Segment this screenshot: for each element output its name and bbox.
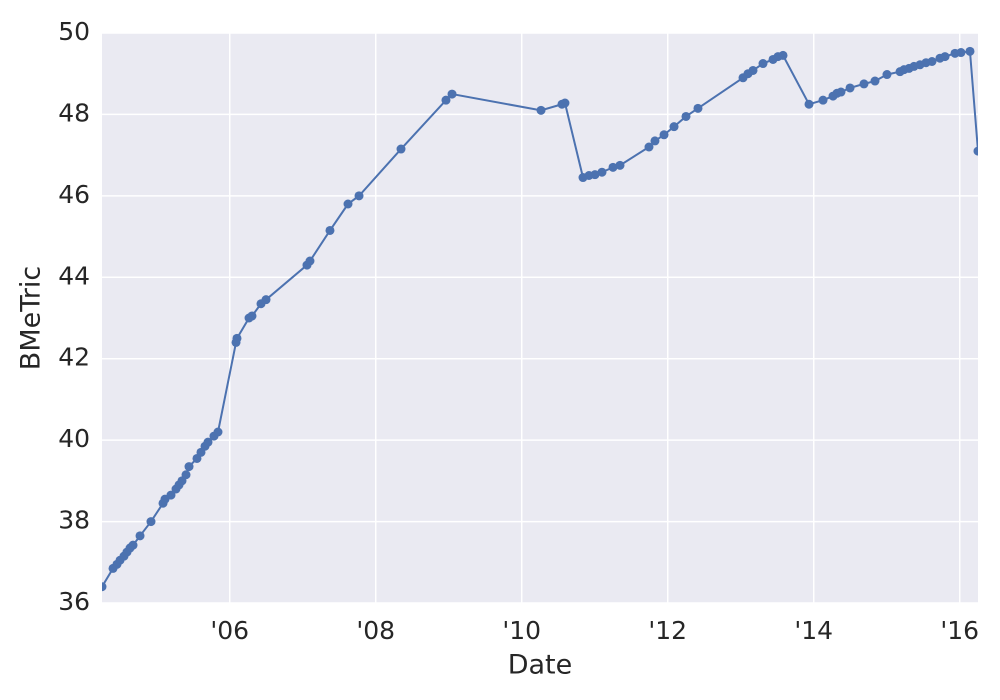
point [396,144,406,154]
point [778,50,788,60]
point [247,311,257,321]
point [343,199,353,209]
x-axis-label: Date [508,650,573,681]
x-tick-label: '16 [940,616,979,645]
x-tick-label: '06 [210,616,249,645]
point [441,95,451,105]
point [758,59,768,69]
point [261,295,271,305]
x-tick-label: '08 [356,616,395,645]
y-tick-label: 50 [58,17,90,46]
point [536,105,546,115]
point [650,136,660,146]
point [184,462,194,472]
point [965,46,975,56]
point [956,48,966,58]
point [128,540,138,550]
y-tick-label: 38 [58,506,90,535]
y-tick-label: 48 [58,98,90,127]
point [325,225,335,235]
point [232,333,242,343]
point [681,111,691,121]
point [644,142,654,152]
y-tick-label: 40 [58,424,90,453]
labels: 36 38 40 42 44 46 48 50 '06 '08 '10 '12 '14 '16 [58,17,979,645]
x-tick-label: '12 [648,616,687,645]
data-layer [102,46,978,592]
point [836,87,846,97]
y-tick-label: 42 [58,343,90,372]
point [560,98,570,108]
x-tick-label: '10 [502,616,541,645]
x-tick-label: '14 [794,616,833,645]
point [845,83,855,93]
point [870,76,880,86]
point [859,79,869,89]
point [181,470,191,480]
point [818,95,828,105]
point [203,437,213,447]
point [882,70,892,80]
point [213,427,223,437]
point [447,89,457,99]
grid [102,32,978,604]
point [146,517,156,527]
y-tick-label: 46 [58,180,90,209]
plot-area [102,33,978,603]
point [166,490,176,500]
point [590,170,600,180]
point [973,146,978,156]
point [608,162,618,172]
y-tick-label: 36 [58,587,90,616]
point [615,160,625,170]
y-axis-label: BMeTric [16,266,47,370]
point [669,122,679,132]
point [659,130,669,140]
point [305,256,315,266]
point [748,65,758,75]
point [927,57,937,66]
point [135,531,145,541]
point [940,52,950,62]
y-tick-label: 44 [58,261,90,290]
point [693,103,703,113]
point [354,191,364,201]
point [102,582,107,592]
point [804,99,814,109]
point [597,167,607,177]
